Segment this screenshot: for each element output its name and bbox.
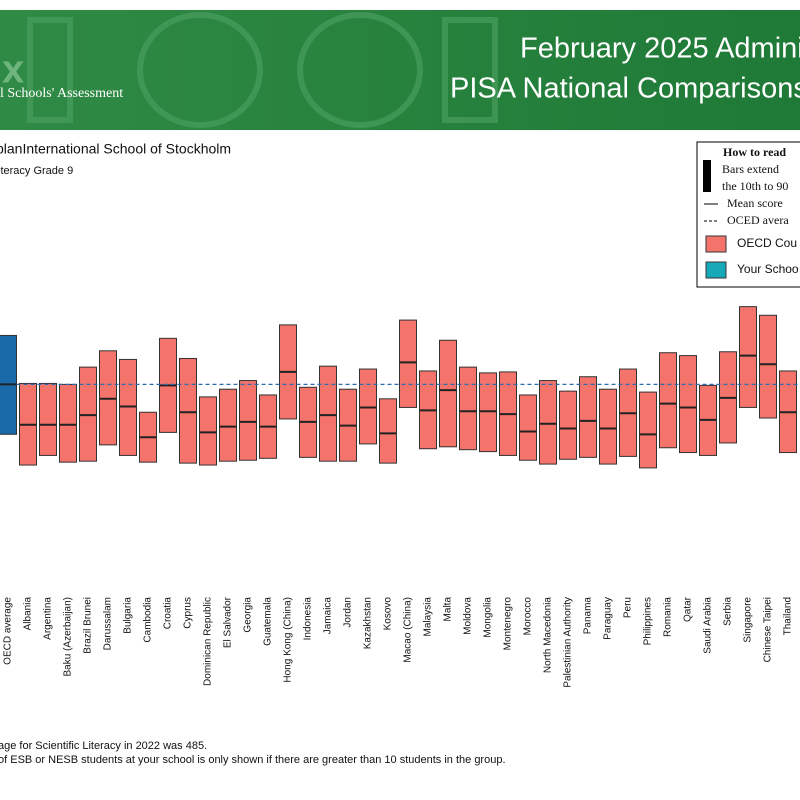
logo: x bbox=[2, 48, 24, 92]
range-bar bbox=[639, 391, 657, 469]
x-tick-label: Guatemala bbox=[263, 597, 274, 646]
x-tick-label: Hong Kong (China) bbox=[283, 597, 294, 683]
legend-bar-icon bbox=[703, 160, 711, 192]
range-bar bbox=[679, 355, 697, 454]
brand: l Schools' Assessment bbox=[0, 86, 123, 101]
range-bar bbox=[239, 380, 257, 461]
legend-text: Your Schoo bbox=[737, 262, 799, 276]
x-tick-label: Georgia bbox=[243, 597, 254, 633]
legend-text: Mean score bbox=[727, 196, 783, 210]
x-tick-label: Baku (Azerbaijan) bbox=[63, 597, 74, 676]
x-tick-label: Malta bbox=[443, 597, 454, 622]
range-bar bbox=[559, 390, 577, 460]
header-subtitle: PISA National Comparisons bbox=[450, 73, 800, 105]
range-bar bbox=[579, 376, 597, 458]
chart-subtitle: iteracy Grade 9 bbox=[0, 165, 73, 177]
footnote: age for Scientific Literacy in 2022 was … bbox=[0, 740, 207, 752]
x-tick-label: Panama bbox=[583, 597, 594, 635]
x-tick-label: Thailand bbox=[783, 597, 794, 635]
range-bar bbox=[399, 319, 417, 408]
legend-text: OECD Cou bbox=[737, 236, 797, 250]
legend-title: How to read bbox=[723, 145, 786, 159]
x-tick-label: Palestinian Authority bbox=[563, 597, 574, 688]
x-tick-label: Philippines bbox=[643, 597, 654, 645]
range-bar bbox=[539, 380, 557, 465]
legend-text: OCED avera bbox=[727, 213, 789, 227]
x-tick-label: Croatia bbox=[163, 597, 174, 630]
legend-text: the 10th to 90 bbox=[722, 179, 788, 193]
header-decor bbox=[27, 12, 498, 128]
x-tick-label: North Macedonia bbox=[543, 597, 554, 674]
x-tick-label: Darussalam bbox=[103, 597, 114, 650]
range-bar bbox=[319, 365, 337, 462]
range-bar bbox=[219, 388, 237, 462]
x-tick-label: Indonesia bbox=[303, 597, 314, 641]
range-bar bbox=[199, 396, 217, 466]
range-bar bbox=[379, 398, 397, 464]
x-tick-label: Mongolia bbox=[483, 597, 494, 638]
x-tick-label: Bulgaria bbox=[123, 597, 134, 634]
x-tick-label: Macao (China) bbox=[403, 597, 414, 663]
range-bar bbox=[439, 339, 457, 448]
x-tick-label: Paraguay bbox=[603, 597, 614, 640]
x-tick-label: Brazil Brunei bbox=[83, 597, 94, 654]
x-tick-label: Chinese Taipei bbox=[763, 597, 774, 662]
range-bar bbox=[39, 382, 57, 456]
x-tick-label: Singapore bbox=[743, 597, 754, 643]
x-tick-label: Moldova bbox=[463, 597, 474, 635]
x-tick-label: Jordan bbox=[343, 597, 354, 628]
range-bar bbox=[179, 357, 197, 464]
header-title: February 2025 Adminis bbox=[520, 33, 800, 65]
range-bar bbox=[759, 314, 777, 419]
x-tick-label: Romania bbox=[663, 597, 674, 637]
x-tick-label: Morocco bbox=[523, 597, 534, 636]
x-tick-label: Malaysia bbox=[423, 597, 434, 637]
x-tick-label: Dominican Republic bbox=[203, 597, 214, 686]
x-tick-label: Peru bbox=[623, 597, 634, 618]
legend-text: Bars extend bbox=[722, 162, 779, 176]
x-tick-label: OECD average bbox=[3, 597, 14, 665]
x-tick-label: Jamaica bbox=[323, 597, 334, 635]
x-tick-label: Albania bbox=[23, 597, 34, 631]
range-bar bbox=[59, 383, 77, 463]
x-tick-label: Montenegro bbox=[503, 597, 514, 651]
x-tick-label: Qatar bbox=[683, 596, 694, 622]
chart-title: planInternational School of Stockholm bbox=[0, 141, 231, 157]
x-tick-label: Kosovo bbox=[383, 597, 394, 631]
legend-school-icon bbox=[705, 261, 727, 279]
range-bar bbox=[739, 306, 757, 408]
x-tick-label: Kazakhstan bbox=[363, 597, 374, 649]
legend-oecd-icon bbox=[705, 235, 727, 253]
legend: How to read Bars extend the 10th to 90 M… bbox=[696, 141, 800, 288]
range-bar bbox=[519, 394, 537, 461]
x-tick-label: Cambodia bbox=[143, 597, 154, 643]
x-tick-label: El Salvador bbox=[223, 596, 234, 648]
footnote: of ESB or NESB students at your school i… bbox=[0, 754, 506, 766]
x-tick-label: Cyprus bbox=[183, 597, 194, 629]
x-tick-label: Argentina bbox=[43, 597, 54, 640]
x-tick-label: Serbia bbox=[723, 597, 734, 626]
range-bar bbox=[659, 352, 677, 449]
x-tick-label: Saudi Arabia bbox=[703, 597, 714, 654]
range-bar bbox=[599, 388, 617, 465]
range-bar bbox=[459, 366, 477, 451]
